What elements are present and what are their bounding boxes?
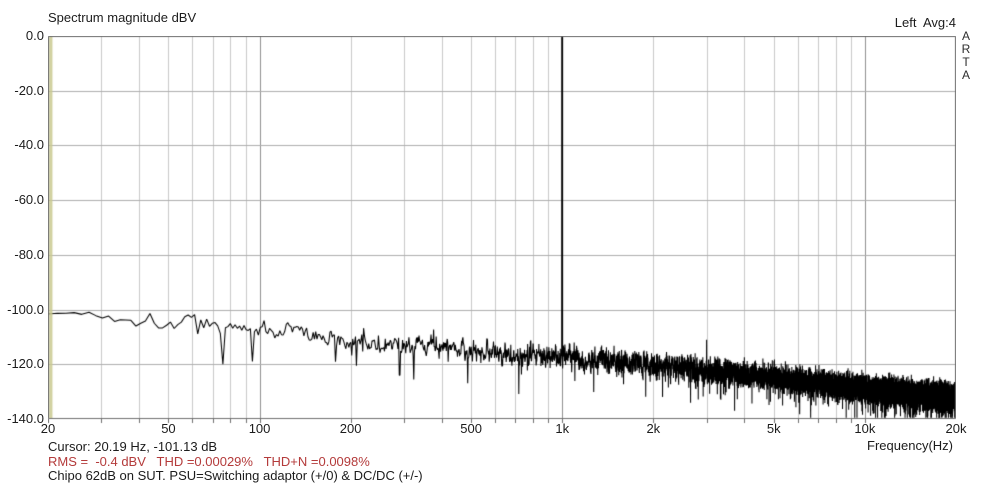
y-tick-label: -20.0 [14, 82, 44, 98]
channel-average-info: Left Avg:4 [894, 15, 956, 30]
arta-logo: A R T A [961, 29, 971, 82]
plot-title: Spectrum magnitude dBV [48, 10, 197, 25]
y-tick-label: -80.0 [14, 246, 44, 262]
x-tick-label: 100 [248, 421, 271, 436]
x-tick-label: 200 [339, 421, 362, 436]
y-tick-label: 0.0 [25, 28, 44, 43]
x-tick-label: 2k [646, 421, 661, 436]
y-tick-label: -140.0 [7, 411, 44, 426]
spectrum-plot[interactable] [48, 36, 956, 425]
x-tick-label: 1k [555, 421, 570, 436]
y-tick-label: -120.0 [7, 356, 44, 372]
x-tick-label: 500 [460, 421, 482, 436]
x-tick-label: 10k [854, 421, 876, 436]
x-tick-label: 5k [766, 421, 781, 436]
cursor-readout: Cursor: 20.19 Hz, -101.13 dB [48, 439, 218, 454]
y-tick-label: -40.0 [14, 137, 44, 153]
y-tick-label: -60.0 [14, 192, 44, 208]
x-axis-title: Frequency(Hz) [867, 438, 953, 453]
measurement-readout: RMS = -0.4 dBV THD =0.00029% THD+N =0.00… [48, 454, 370, 469]
x-tick-label: 20 [40, 421, 56, 436]
y-tick-label: -100.0 [7, 301, 44, 317]
x-tick-label: 20k [945, 421, 967, 436]
measurement-note: Chipo 62dB on SUT. PSU=Switching adaptor… [48, 468, 423, 483]
x-tick-label: 50 [161, 421, 176, 436]
